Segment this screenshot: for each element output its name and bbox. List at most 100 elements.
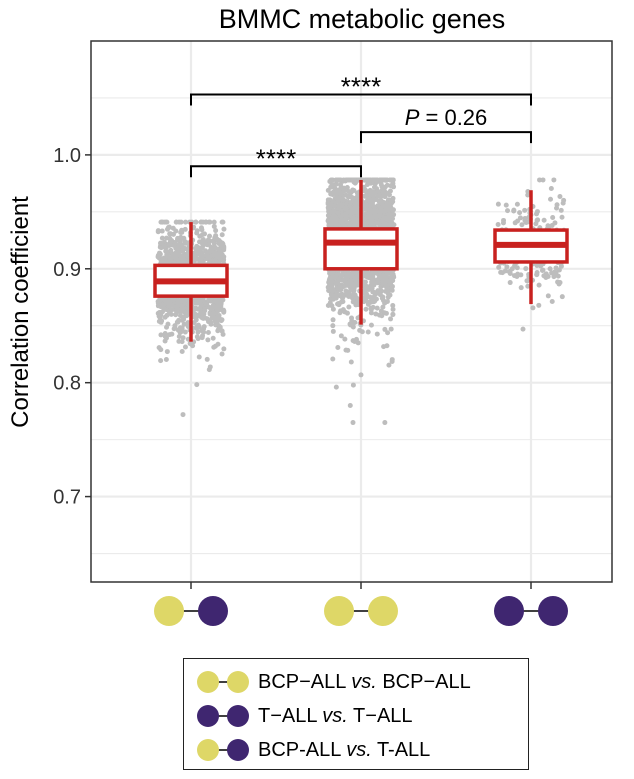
data-point bbox=[176, 333, 182, 339]
data-point bbox=[348, 359, 354, 365]
significance-bracket bbox=[360, 131, 532, 144]
data-point bbox=[346, 209, 352, 215]
data-point bbox=[169, 307, 175, 313]
data-point bbox=[182, 226, 188, 232]
data-point bbox=[175, 300, 181, 306]
data-point bbox=[557, 279, 563, 285]
data-point bbox=[350, 420, 356, 426]
data-point bbox=[338, 333, 344, 339]
data-point bbox=[159, 235, 165, 241]
data-point bbox=[382, 326, 388, 332]
data-point bbox=[548, 186, 554, 192]
pair-dot-left bbox=[494, 596, 524, 626]
data-point bbox=[374, 186, 380, 192]
data-point bbox=[345, 177, 351, 183]
data-point bbox=[507, 280, 513, 286]
data-point bbox=[346, 289, 352, 295]
data-point bbox=[541, 273, 547, 279]
data-point bbox=[379, 313, 385, 319]
pair-dot-right bbox=[368, 596, 398, 626]
data-point bbox=[191, 320, 197, 326]
data-point bbox=[335, 344, 341, 350]
data-point bbox=[196, 250, 202, 256]
data-point bbox=[370, 304, 376, 310]
data-point bbox=[193, 219, 199, 225]
data-point bbox=[383, 310, 389, 316]
data-point bbox=[343, 205, 349, 211]
data-point bbox=[559, 294, 565, 300]
data-point bbox=[545, 273, 551, 279]
data-point bbox=[386, 214, 392, 220]
data-point bbox=[328, 184, 334, 190]
data-point bbox=[503, 202, 509, 208]
data-point bbox=[341, 177, 347, 183]
data-point bbox=[375, 220, 381, 226]
data-point bbox=[346, 293, 352, 299]
data-point bbox=[342, 336, 348, 342]
data-point bbox=[371, 269, 377, 275]
data-point bbox=[495, 201, 501, 207]
data-point bbox=[382, 208, 388, 214]
data-point bbox=[196, 354, 202, 360]
data-point bbox=[335, 199, 341, 205]
data-point bbox=[177, 313, 183, 319]
data-point bbox=[172, 323, 178, 329]
data-point bbox=[349, 321, 355, 327]
data-point bbox=[363, 206, 369, 212]
data-point bbox=[389, 287, 395, 293]
data-point bbox=[181, 299, 187, 305]
data-point bbox=[517, 215, 523, 221]
data-point bbox=[505, 208, 511, 214]
data-point bbox=[214, 303, 220, 309]
data-point bbox=[211, 252, 217, 258]
data-point bbox=[182, 344, 188, 350]
data-point bbox=[338, 202, 344, 208]
data-point bbox=[211, 223, 217, 229]
data-point bbox=[184, 313, 190, 319]
data-point bbox=[386, 205, 392, 211]
data-point bbox=[370, 177, 376, 183]
data-point bbox=[387, 188, 393, 194]
data-point bbox=[219, 219, 225, 225]
data-point bbox=[191, 310, 197, 316]
data-point bbox=[347, 193, 353, 199]
data-point bbox=[340, 299, 346, 305]
data-point bbox=[158, 240, 164, 246]
data-point bbox=[330, 323, 336, 329]
x-tick-pair-icon bbox=[154, 596, 228, 626]
data-point bbox=[514, 265, 520, 271]
data-point bbox=[174, 309, 180, 315]
data-point bbox=[219, 351, 225, 357]
data-point bbox=[199, 251, 205, 257]
data-point bbox=[183, 219, 189, 225]
data-point bbox=[180, 335, 186, 341]
data-point bbox=[364, 215, 370, 221]
data-point bbox=[327, 270, 333, 276]
data-point bbox=[379, 218, 385, 224]
data-point bbox=[558, 207, 564, 213]
data-point bbox=[550, 215, 556, 221]
data-point bbox=[514, 201, 520, 207]
data-point bbox=[372, 204, 378, 210]
data-point bbox=[368, 310, 374, 316]
data-point bbox=[158, 347, 164, 353]
data-point bbox=[158, 312, 164, 318]
data-point bbox=[500, 220, 506, 226]
data-point bbox=[354, 220, 360, 226]
data-point bbox=[374, 331, 380, 337]
data-point bbox=[351, 291, 357, 297]
data-point bbox=[335, 210, 341, 216]
data-point bbox=[520, 326, 526, 332]
data-point bbox=[198, 302, 204, 308]
data-point bbox=[168, 255, 174, 261]
data-point bbox=[171, 242, 177, 248]
data-point bbox=[331, 287, 337, 293]
data-point bbox=[358, 372, 364, 378]
data-point bbox=[559, 214, 565, 220]
data-point bbox=[165, 321, 171, 327]
significance-label: P = 0.26 bbox=[405, 105, 488, 130]
data-point bbox=[159, 219, 165, 225]
data-point bbox=[159, 228, 165, 234]
data-point bbox=[327, 219, 333, 225]
